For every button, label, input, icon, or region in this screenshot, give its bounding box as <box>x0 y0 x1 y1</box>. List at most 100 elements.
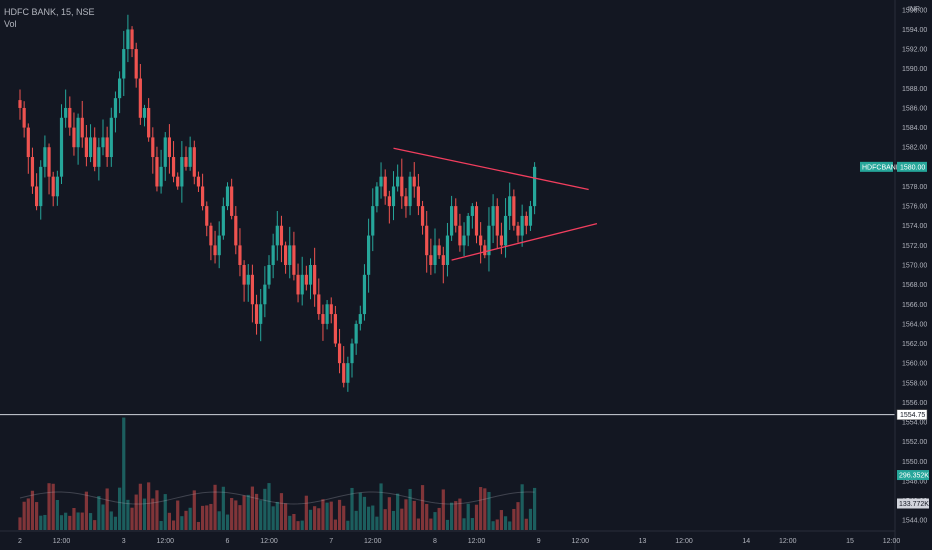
volume-bar <box>450 502 454 530</box>
candle <box>267 255 271 289</box>
price-tick-label: 1564.00 <box>902 321 927 328</box>
candle <box>308 258 313 300</box>
volume-bar <box>375 516 379 530</box>
volume-bar <box>109 511 113 530</box>
candle <box>454 198 458 233</box>
volume-bar <box>18 517 22 530</box>
candle <box>508 182 512 230</box>
volume-bar <box>512 508 516 530</box>
volume-bar <box>400 508 404 530</box>
volume-bar <box>217 511 221 530</box>
volume-bar <box>487 491 491 530</box>
volume-bar <box>242 495 246 530</box>
candle <box>375 182 379 213</box>
candle <box>180 141 184 203</box>
volume-bar <box>321 499 325 530</box>
candle <box>524 211 528 235</box>
volume-bar <box>167 512 171 530</box>
volume-bar <box>391 510 396 530</box>
time-tick-label: 12:00 <box>260 538 278 545</box>
volume-bar <box>250 486 254 530</box>
time-tick-label: 12:00 <box>883 538 901 545</box>
time-tick-label: 12:00 <box>156 538 174 545</box>
candle <box>263 266 267 318</box>
volume-bar <box>55 499 59 530</box>
volume-bar <box>458 498 462 530</box>
candle <box>437 238 441 259</box>
volume-bar <box>508 521 512 530</box>
volume-bar <box>466 503 470 530</box>
candle <box>30 147 35 194</box>
candle <box>462 222 466 257</box>
candle <box>167 124 171 174</box>
candle <box>59 104 64 185</box>
candle <box>105 126 109 167</box>
volume-layer <box>18 417 537 530</box>
candle <box>151 127 155 174</box>
volume-bar <box>491 521 495 530</box>
volume-bar <box>113 516 118 530</box>
candle <box>159 149 163 194</box>
candle <box>55 170 59 206</box>
volume-bar <box>88 513 93 530</box>
candle <box>466 212 470 247</box>
price-tick-label: 1596.00 <box>902 7 927 14</box>
volume-bar <box>412 500 416 530</box>
volume-bar <box>533 487 537 530</box>
price-tick-label: 1578.00 <box>902 184 927 191</box>
time-tick-label: 2 <box>18 538 22 545</box>
price-tick-label: 1588.00 <box>902 86 927 93</box>
triangle-lower-trendline[interactable] <box>451 223 598 261</box>
volume-bar <box>118 487 122 530</box>
candle <box>304 265 308 291</box>
candle <box>342 346 346 388</box>
candle <box>470 203 474 229</box>
price-tick-label: 1592.00 <box>902 47 927 54</box>
candle <box>22 101 26 138</box>
candle <box>491 194 495 244</box>
volume-bar <box>499 510 503 530</box>
time-tick-label: 12:00 <box>364 538 382 545</box>
candle <box>429 238 433 275</box>
candle <box>313 247 317 307</box>
volume-bar <box>516 502 520 530</box>
candle <box>230 178 234 220</box>
volume-bar <box>275 501 279 530</box>
volume-bar <box>367 506 371 530</box>
last-price-badge: HDFCBANK 1580.00 <box>860 161 927 172</box>
volume-value-badge: 296.352K <box>897 470 929 481</box>
candle <box>221 197 225 240</box>
candle <box>408 171 412 216</box>
candle <box>350 338 354 378</box>
time-tick-label: 6 <box>226 538 230 545</box>
volume-bar <box>346 520 350 530</box>
triangle-upper-trendline[interactable] <box>393 147 589 191</box>
volume-bar <box>313 506 317 530</box>
volume-bar <box>101 504 105 530</box>
volume-bar <box>454 501 458 530</box>
candle <box>358 305 362 331</box>
volume-bar <box>35 502 39 530</box>
volume-bar <box>192 490 196 530</box>
candle <box>35 173 39 211</box>
candle <box>238 228 242 277</box>
volume-bar <box>180 516 184 530</box>
candle <box>379 162 383 199</box>
candle <box>188 136 192 171</box>
volume-bar <box>68 515 72 530</box>
volume-bar <box>22 501 26 530</box>
candle <box>196 171 201 193</box>
drawings-layer[interactable] <box>0 147 895 416</box>
volume-bar <box>76 512 80 530</box>
volume-bar <box>325 502 329 530</box>
candle <box>171 141 176 183</box>
candle <box>425 210 429 273</box>
candle <box>412 162 416 198</box>
volume-bar <box>254 493 259 530</box>
candle <box>279 215 284 263</box>
candle <box>242 260 246 302</box>
volume-bar <box>329 501 333 530</box>
volume-bar <box>350 487 354 530</box>
